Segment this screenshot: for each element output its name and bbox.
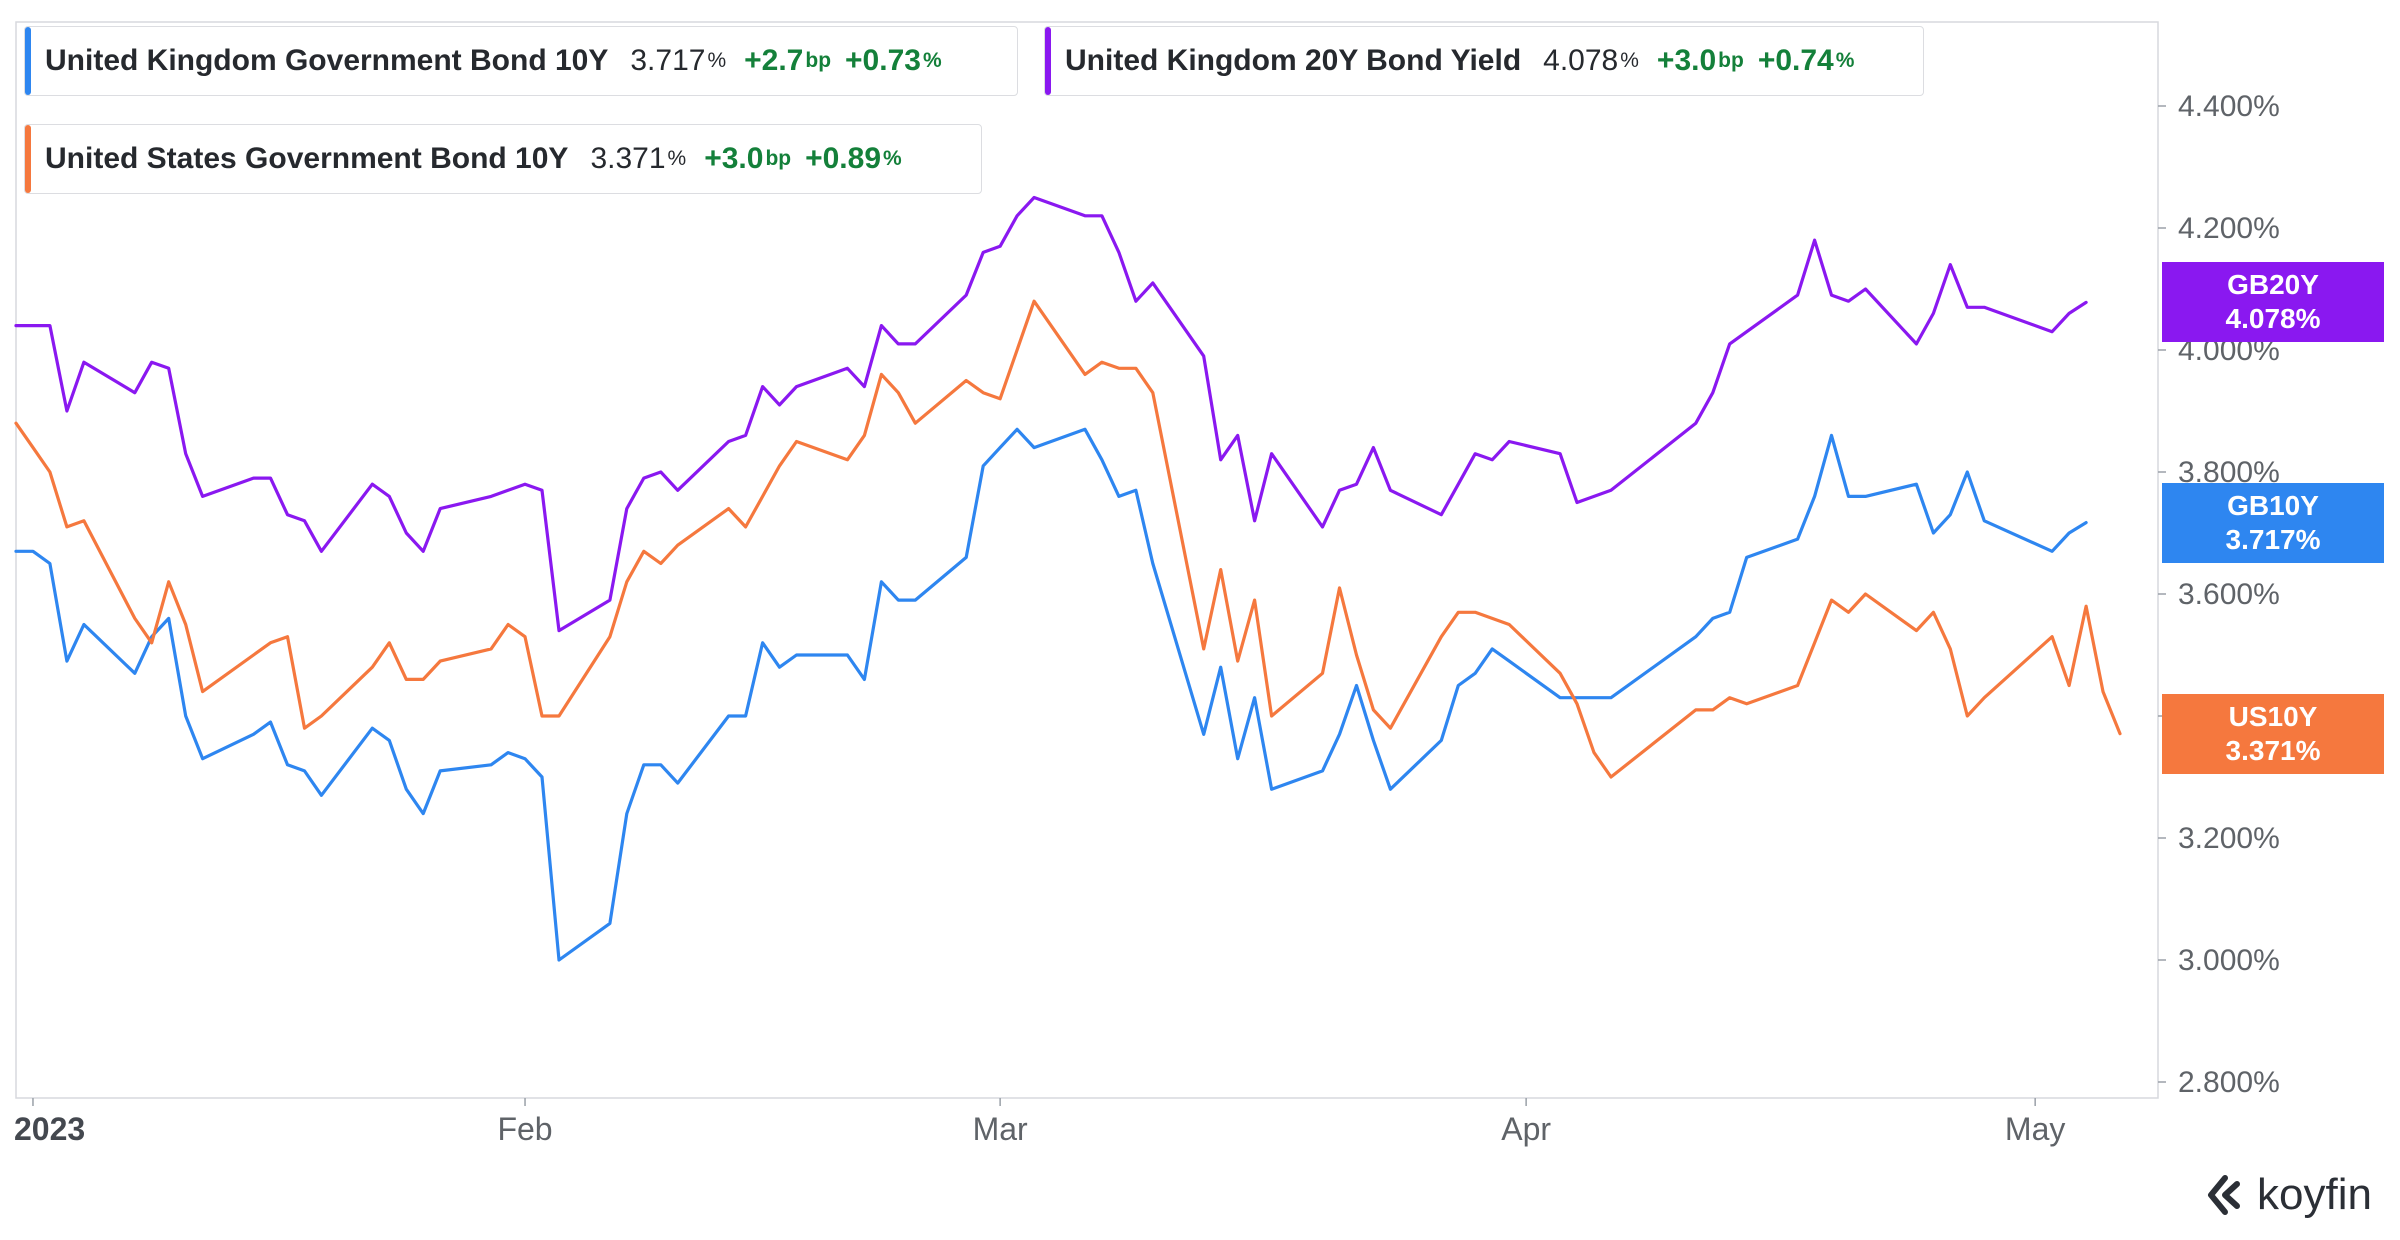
y-tick-label: 3.000% (2178, 944, 2280, 977)
legend-item-gb20y[interactable]: United Kingdom 20Y Bond Yield 4.078% +3.… (1044, 26, 1924, 96)
tag-value: 3.717% (2225, 523, 2321, 555)
tag-value: 3.371% (2225, 734, 2321, 766)
legend-change: +3.0 (1656, 44, 1717, 77)
legend-change: +2.7 (744, 44, 804, 77)
legend-value: 3.717 (630, 44, 706, 77)
brand-name: koyfin (2257, 1170, 2372, 1219)
y-axis: 2.800%3.000%3.200%3.400%3.600%3.800%4.00… (2158, 90, 2280, 1099)
legend-percent-unit: % (1835, 49, 1855, 72)
series-line-1[interactable] (14, 195, 2088, 633)
tag-code: GB10Y (2227, 489, 2319, 521)
legend-series-name: United Kingdom Government Bond 10Y (45, 44, 609, 77)
legend-value-unit: % (1620, 49, 1639, 72)
y-tick-label: 3.200% (2178, 822, 2280, 855)
legend-color-bar (25, 125, 31, 193)
x-tick-label: Feb (497, 1111, 552, 1147)
last-value-tag-us10y: US10Y 3.371% (2162, 693, 2384, 774)
x-tick-label: May (2005, 1111, 2065, 1147)
last-value-tag-gb10y: GB10Y 3.717% (2162, 482, 2384, 563)
legend-series-name: United Kingdom 20Y Bond Yield (1065, 44, 1522, 77)
x-tick-label: Mar (973, 1111, 1028, 1147)
x-tick-label: Apr (1501, 1111, 1551, 1147)
legend-value: 3.371 (590, 142, 666, 175)
legend-series-name: United States Government Bond 10Y (45, 142, 569, 175)
legend-color-bar (25, 27, 31, 95)
y-tick-label: 2.800% (2178, 1066, 2280, 1099)
plot-frame (15, 21, 2159, 1099)
legend-change-unit: bp (1718, 49, 1744, 72)
legend-percent-change: +0.74 (1757, 44, 1834, 77)
y-tick-label: 3.600% (2178, 578, 2280, 611)
legend-percent-change: +0.89 (805, 142, 882, 175)
legend-value-unit: % (707, 49, 727, 72)
last-value-tag-gb20y: GB20Y 4.078% (2162, 262, 2384, 343)
koyfin-logo-icon (2208, 1175, 2241, 1215)
series-line-0[interactable] (14, 427, 2088, 962)
legend-item-gb10y[interactable]: United Kingdom Government Bond 10Y 3.717… (24, 26, 1018, 96)
legend-item-us10y[interactable]: United States Government Bond 10Y 3.371%… (24, 124, 982, 194)
series-line-2[interactable] (14, 299, 2122, 779)
legend-percent-unit: % (922, 49, 942, 72)
y-tick-label: 4.200% (2178, 212, 2280, 245)
tag-code: US10Y (2228, 700, 2318, 732)
legend-value-unit: % (667, 147, 687, 170)
x-axis: 2023 Feb Mar Apr May (14, 1098, 2065, 1147)
legend-color-bar (1045, 27, 1051, 95)
brand-logo[interactable]: koyfin (2203, 1170, 2372, 1220)
legend-value: 4.078 (1543, 44, 1619, 77)
series-layer (14, 195, 2122, 962)
x-tick-label: 2023 (14, 1111, 85, 1147)
legend-change: +3.0 (704, 142, 764, 175)
legend-percent-change: +0.73 (845, 44, 921, 77)
legend-percent-unit: % (883, 147, 902, 170)
tag-value: 4.078% (2225, 303, 2321, 335)
y-tick-label: 4.400% (2178, 90, 2280, 123)
tag-code: GB20Y (2227, 269, 2319, 301)
legend-change-unit: bp (805, 49, 832, 72)
legend-change-unit: bp (765, 147, 792, 170)
